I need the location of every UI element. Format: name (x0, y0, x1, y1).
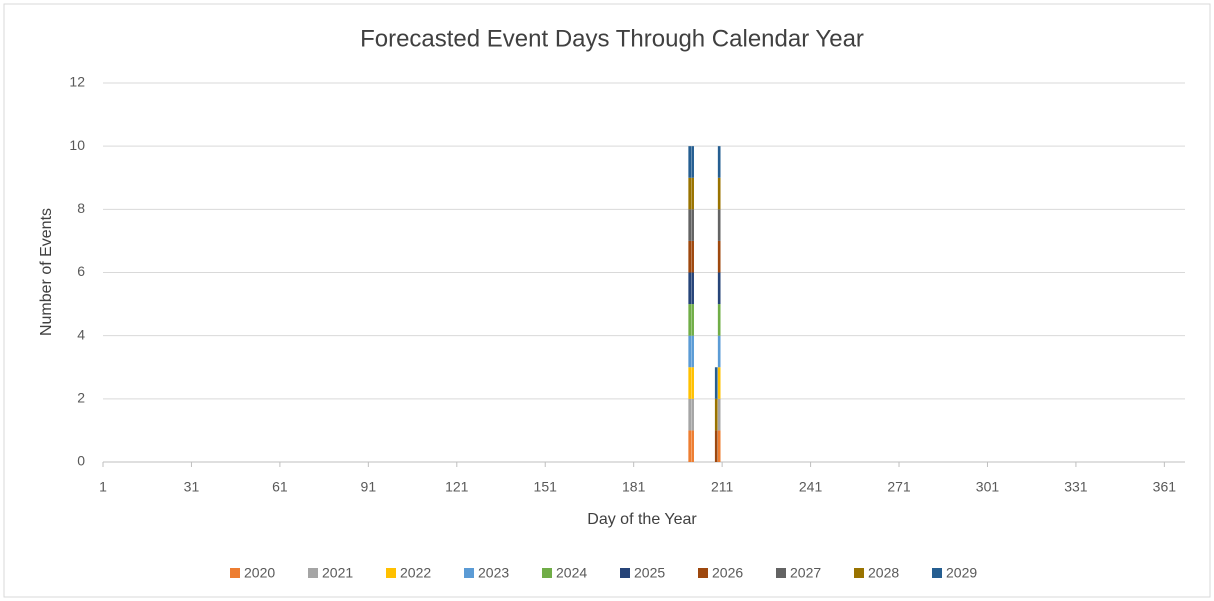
legend-swatch (776, 568, 786, 578)
bar-segment (717, 398, 721, 431)
bar-segment (688, 240, 692, 273)
bar-segment (714, 398, 718, 431)
y-tick-label: 4 (77, 326, 85, 342)
legend-label: 2026 (712, 565, 743, 581)
legend-label: 2029 (946, 565, 977, 581)
legend-label: 2023 (478, 565, 509, 581)
chart-border (3, 3, 1211, 598)
x-tick-label: 91 (361, 479, 377, 495)
legend-swatch (620, 568, 630, 578)
legend-swatch (308, 568, 318, 578)
x-axis-title: Day of the Year (587, 511, 697, 528)
y-tick-label: 6 (77, 263, 85, 279)
bar-segment (688, 398, 692, 431)
bar-segment (691, 209, 694, 241)
x-tick-label: 151 (534, 479, 558, 495)
bar-segment (688, 304, 692, 336)
legend-label: 2027 (790, 565, 821, 581)
x-tick-label: 361 (1153, 479, 1177, 495)
x-tick-label: 211 (711, 479, 734, 495)
y-tick-label: 8 (77, 200, 85, 216)
bar-segment (717, 240, 721, 273)
x-tick-label: 121 (445, 479, 469, 495)
x-tick-label: 61 (272, 479, 288, 495)
legend-swatch (230, 568, 240, 578)
x-tick-label: 1 (99, 479, 107, 495)
bar-segment (688, 335, 692, 368)
legend-swatch (542, 568, 552, 578)
legend-label: 2025 (634, 565, 665, 581)
bar-segment (691, 272, 694, 305)
legend-swatch (386, 568, 396, 578)
bar-segment (717, 272, 721, 305)
bar-segment (714, 367, 718, 399)
legend-label: 2022 (400, 565, 431, 581)
bar-segment (691, 240, 694, 273)
x-tick-label: 181 (622, 479, 646, 495)
bar-segment (688, 367, 692, 399)
y-tick-label: 12 (69, 74, 85, 90)
chart-title: Forecasted Event Days Through Calendar Y… (360, 25, 864, 52)
y-tick-label: 10 (69, 137, 85, 153)
legend-label: 2024 (556, 565, 587, 581)
legend-label: 2020 (244, 565, 275, 581)
y-tick-label: 0 (77, 453, 85, 469)
legend-swatch (932, 568, 942, 578)
bar-segment (688, 272, 692, 305)
bar-segment (691, 304, 694, 336)
bar-segment (691, 430, 694, 462)
legend-swatch (854, 568, 864, 578)
bar-segment (688, 209, 692, 241)
x-tick-label: 241 (799, 479, 823, 495)
bar-segment (717, 367, 721, 399)
bar-segment (717, 304, 721, 336)
bar-segment (714, 430, 718, 462)
x-tick-label: 271 (887, 479, 911, 495)
bar-segment (691, 335, 694, 368)
x-tick-label: 331 (1064, 479, 1088, 495)
bar-segment (688, 146, 692, 178)
legend-label: 2021 (322, 565, 353, 581)
bar-segment (688, 430, 692, 462)
legend-swatch (464, 568, 474, 578)
bar-segment (688, 177, 692, 210)
legend-label: 2028 (868, 565, 899, 581)
bar-segment (717, 177, 721, 210)
x-tick-label: 31 (184, 479, 200, 495)
y-tick-label: 2 (77, 390, 85, 406)
bar-segment (717, 209, 721, 241)
y-axis-title: Number of Events (38, 208, 55, 336)
bar-segment (691, 177, 694, 210)
bar-segment (691, 398, 694, 431)
x-tick-label: 301 (976, 479, 1000, 495)
bar-segment (717, 146, 721, 178)
bar-segment (691, 146, 694, 178)
bar-segment (691, 367, 694, 399)
legend-swatch (698, 568, 708, 578)
bar-segment (717, 430, 721, 462)
bar-segment (717, 335, 721, 368)
